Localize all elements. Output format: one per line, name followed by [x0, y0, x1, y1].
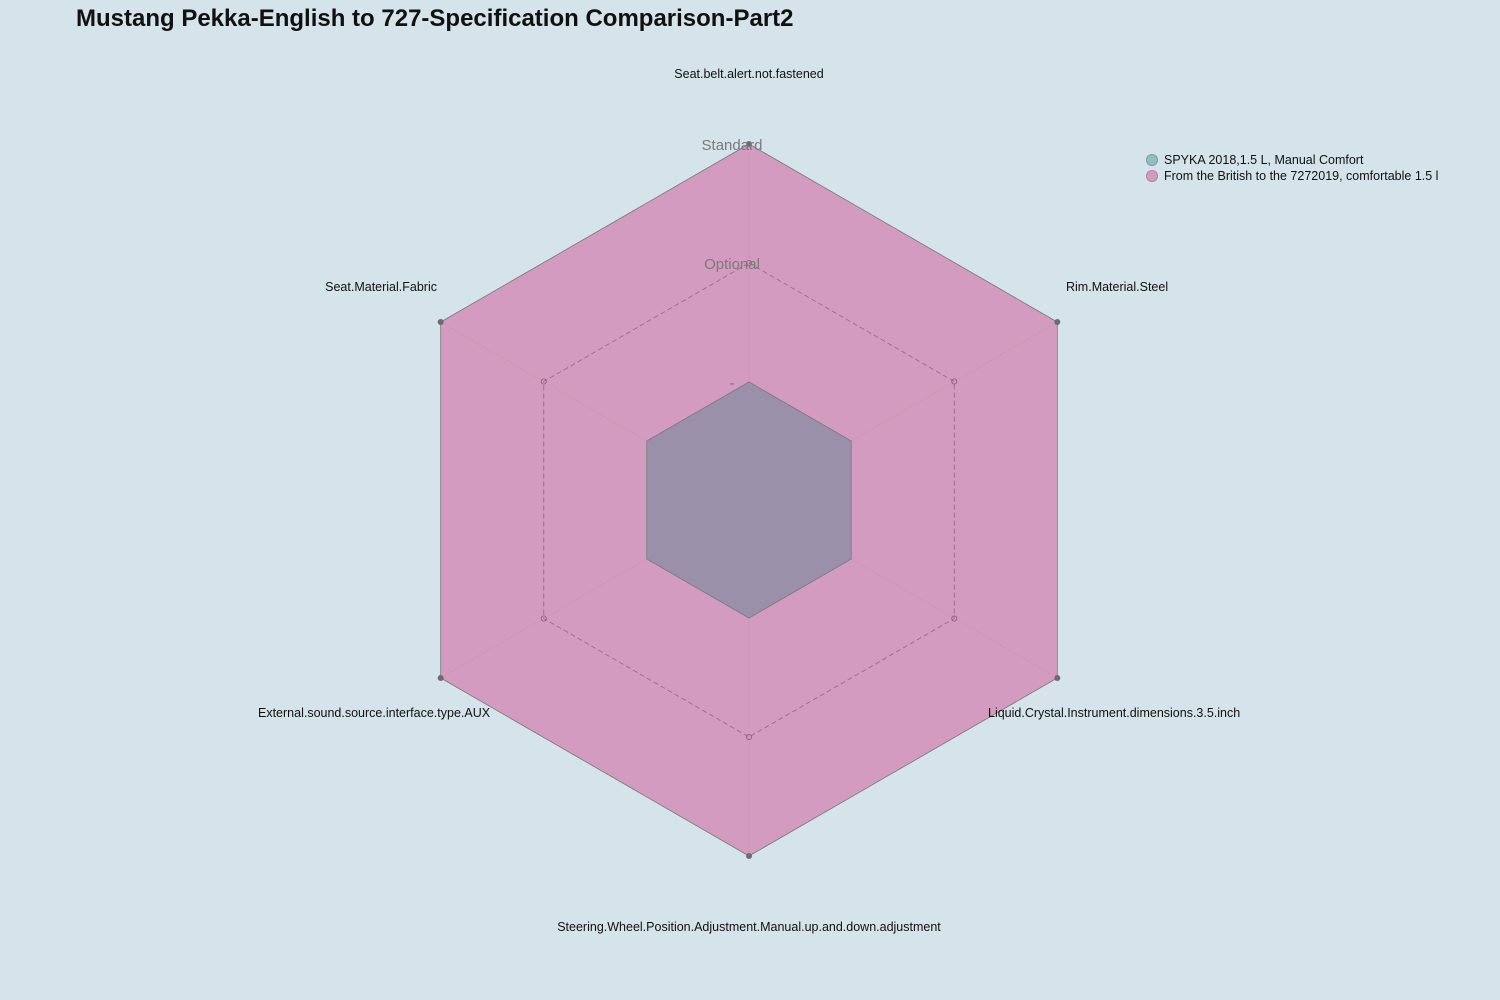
- data-point-series-2-1: [746, 141, 752, 147]
- legend-label-series-2: From the British to the 7272019, comfort…: [1164, 169, 1439, 183]
- level-marker-1-1: [746, 259, 753, 266]
- data-point-series-2-4: [746, 853, 752, 859]
- axis-label-1: Seat.belt.alert.not.fastened: [674, 67, 823, 81]
- level-label-2: Optional: [704, 256, 760, 273]
- level-label-1: -: [730, 375, 735, 392]
- legend: SPYKA 2018,1.5 L, Manual Comfort From th…: [1146, 152, 1438, 184]
- legend-swatch-series-1: [1146, 154, 1158, 166]
- level-marker-4-1: [746, 734, 753, 741]
- level-marker-3-1: [951, 615, 958, 622]
- axis-label-4: Steering.Wheel.Position.Adjustment.Manua…: [557, 920, 941, 934]
- legend-swatch-series-2: [1146, 170, 1158, 182]
- grid-ring-1: [543, 262, 955, 738]
- data-point-series-2-6: [437, 319, 444, 325]
- level-marker-5-1: [540, 615, 547, 622]
- axis-label-6: Seat.Material.Fabric: [325, 280, 437, 294]
- legend-item-series-2: From the British to the 7272019, comfort…: [1146, 168, 1438, 184]
- level-marker-6-1: [540, 378, 547, 385]
- legend-item-series-1: SPYKA 2018,1.5 L, Manual Comfort: [1146, 152, 1438, 168]
- chart-title: Mustang Pekka-English to 727-Specificati…: [76, 5, 794, 32]
- legend-label-series-1: SPYKA 2018,1.5 L, Manual Comfort: [1164, 153, 1364, 167]
- data-point-series-2-3: [1054, 675, 1061, 681]
- data-point-series-2-2: [1054, 319, 1061, 325]
- axis-label-2: Rim.Material.Steel: [1066, 280, 1168, 294]
- level-label-3: Standard: [702, 137, 763, 154]
- axis-label-5: External.sound.source.interface.type.AUX: [258, 706, 491, 720]
- level-marker-2-1: [951, 378, 958, 385]
- data-point-series-2-5: [437, 675, 444, 681]
- radar-core: [646, 382, 852, 618]
- axis-label-3: Liquid.Crystal.Instrument.dimensions.3.5…: [988, 706, 1240, 720]
